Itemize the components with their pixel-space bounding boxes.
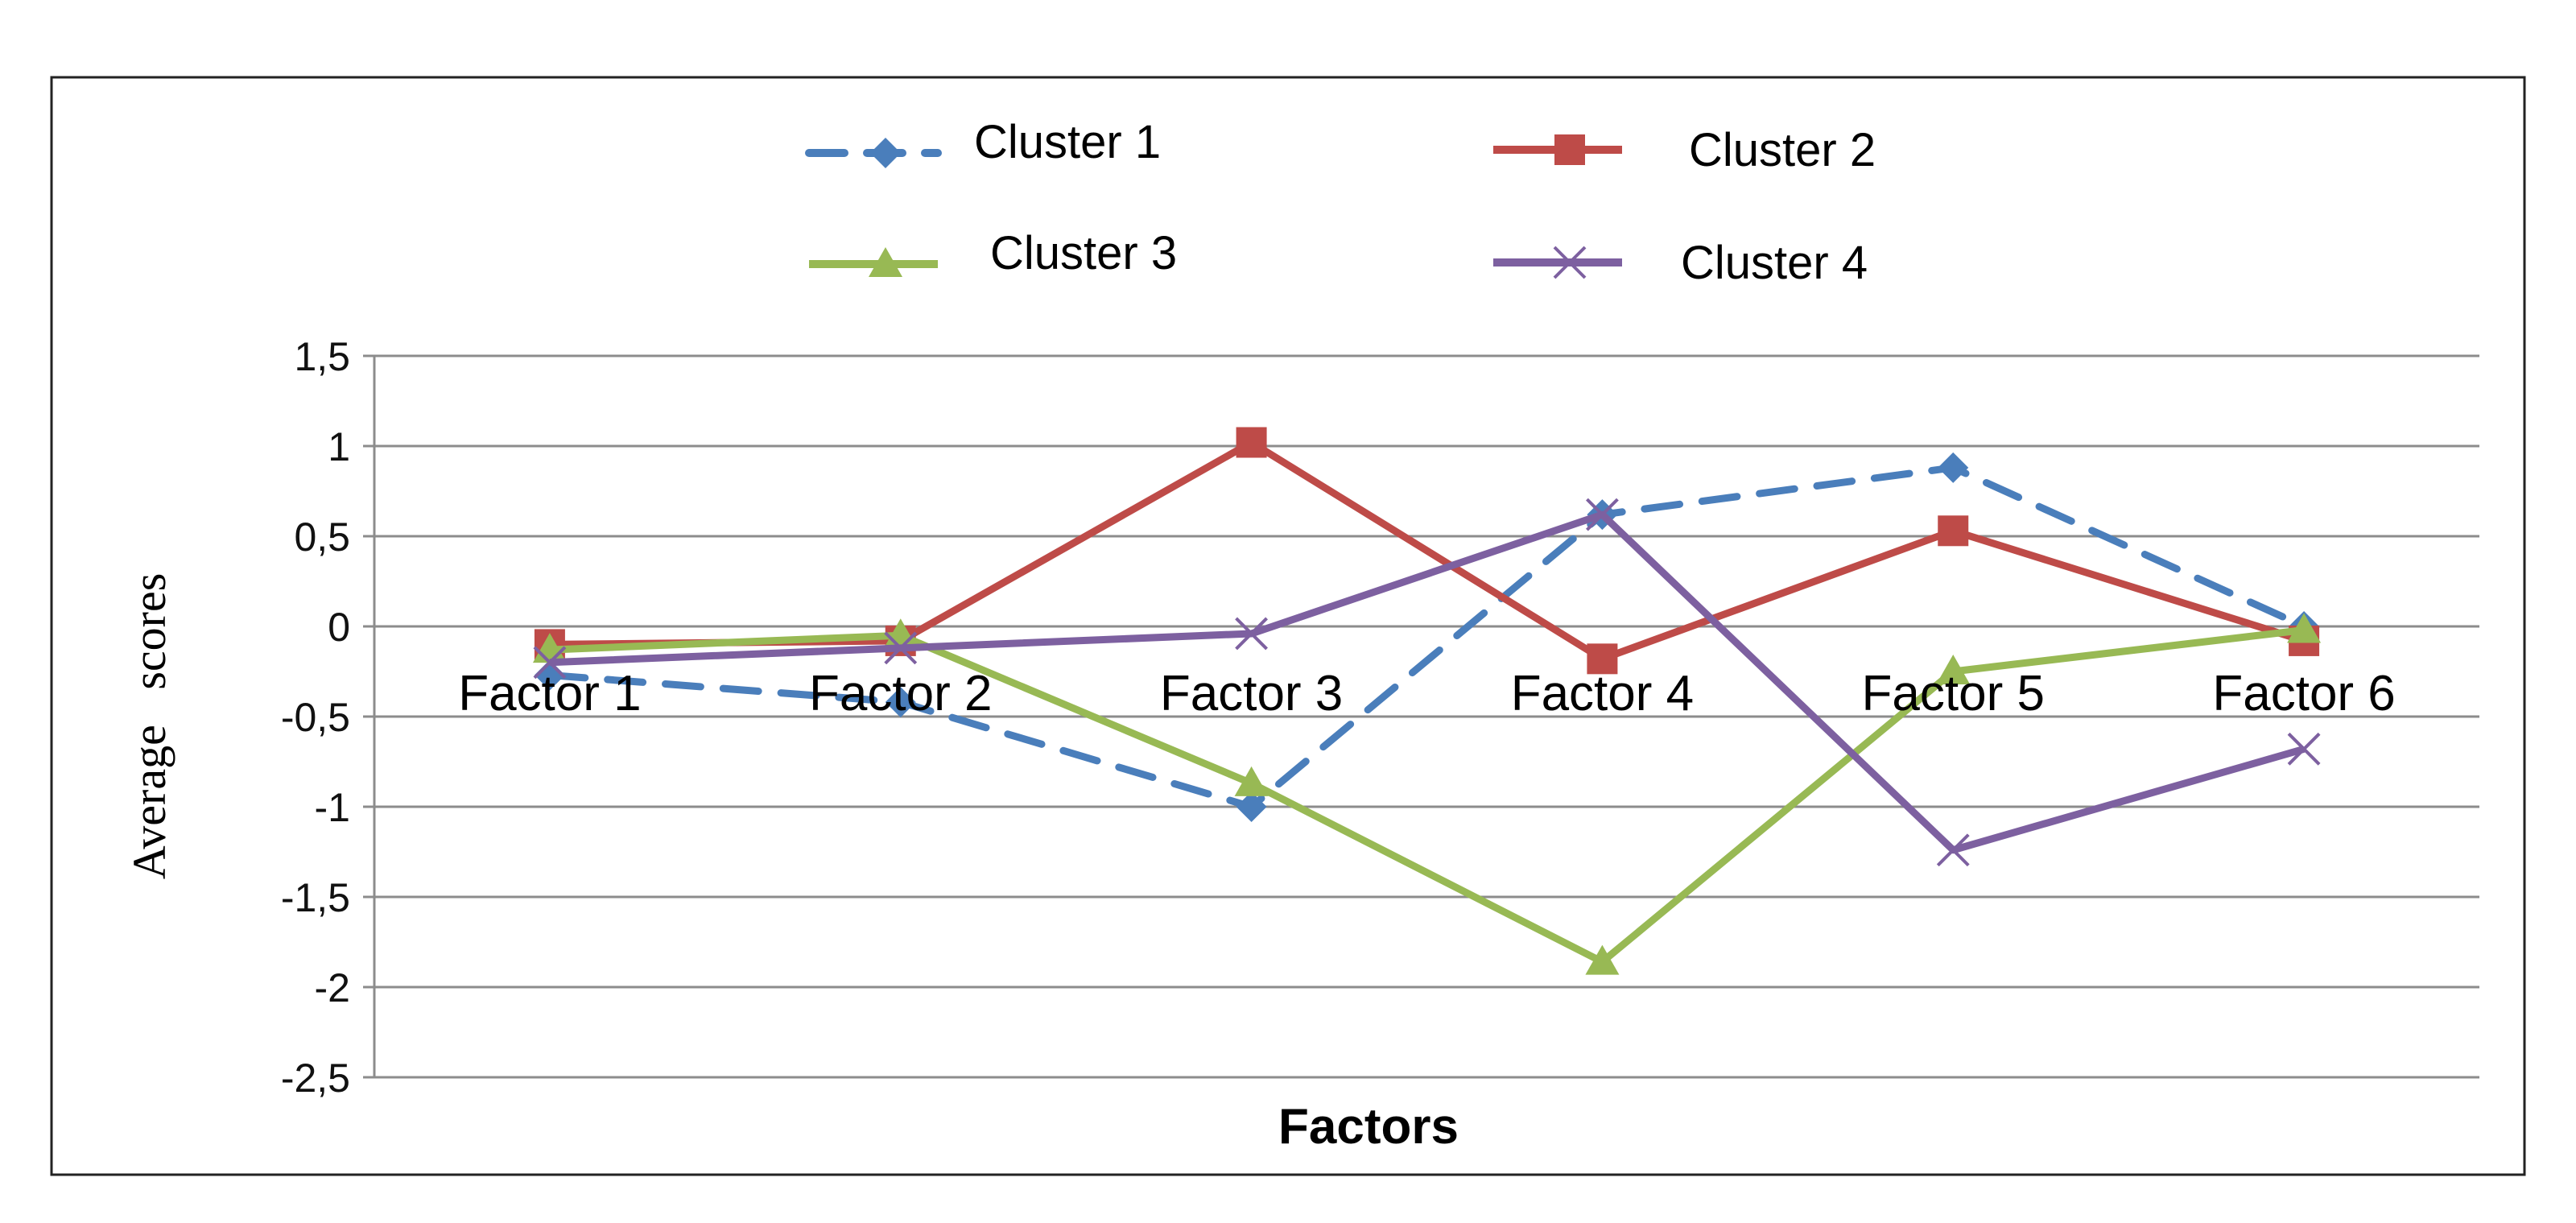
series-line xyxy=(549,510,2306,854)
series-line xyxy=(546,464,2308,811)
diamond-marker xyxy=(1236,791,1267,822)
y-tick-label: 1 xyxy=(328,424,350,469)
x-tick-label: Factor 1 xyxy=(458,666,641,721)
triangle-marker xyxy=(1936,655,1971,684)
square-marker xyxy=(1938,515,1969,547)
x-tick-label: Factor 5 xyxy=(1862,666,2045,721)
y-tick-label: 1,5 xyxy=(294,334,350,379)
x-tick-labels: Factor 1 Factor 2 Factor 3 Factor 4 Factor 5… xyxy=(458,666,2396,721)
legend-label: Cluster 1 xyxy=(974,116,1161,168)
square-marker xyxy=(1587,643,1618,675)
x-marker xyxy=(1586,498,1619,531)
square-marker xyxy=(1236,427,1267,458)
square-marker xyxy=(1554,134,1585,165)
y-tick-label: 0,5 xyxy=(294,514,350,560)
x-marker xyxy=(1553,246,1587,279)
x-marker xyxy=(533,646,567,680)
x-marker xyxy=(1936,833,1970,867)
legend-item: Cluster 1 xyxy=(805,116,1161,168)
y-tick-label: -1 xyxy=(315,785,350,830)
x-tick-label: Factor 6 xyxy=(2212,666,2395,721)
diamond-marker xyxy=(870,138,901,168)
legend-label: Cluster 3 xyxy=(990,227,1177,279)
legend: Cluster 1 Cluster 2 Cluster 3 Cluster 4 xyxy=(805,116,1876,289)
x-tick-label: Factor 3 xyxy=(1160,666,1343,721)
y-tick-label: -1,5 xyxy=(281,875,350,920)
y-tick-labels: 1,5 1 0,5 0 -0,5 -1 -1,5 -2 -2,5 xyxy=(281,334,350,1101)
series-layer xyxy=(532,427,2322,975)
legend-item: Cluster 2 xyxy=(1493,124,1876,176)
triangle-marker xyxy=(2287,613,2322,643)
series-line xyxy=(549,626,2305,966)
grid-layer xyxy=(363,354,2479,1079)
y-tick-label: -2,5 xyxy=(281,1056,350,1101)
x-tick-label: Factor 2 xyxy=(809,666,992,721)
triangle-marker xyxy=(1585,944,1620,975)
diamond-marker xyxy=(1938,452,1969,483)
x-marker xyxy=(1235,617,1268,651)
y-tick-label: -0,5 xyxy=(281,695,350,740)
triangle-marker xyxy=(869,247,902,277)
diamond-marker xyxy=(885,687,916,718)
diamond-marker xyxy=(534,659,565,691)
legend-item: Cluster 3 xyxy=(809,227,1177,279)
y-tick-label: -2 xyxy=(315,965,350,1010)
x-marker xyxy=(884,631,918,665)
legend-label: Cluster 4 xyxy=(1681,237,1868,289)
legend-item: Cluster 4 xyxy=(1493,237,1868,289)
triangle-marker xyxy=(1234,766,1269,796)
y-axis-title: Average scores xyxy=(123,573,175,880)
y-tick-label: 0 xyxy=(328,605,350,650)
x-axis-title: Factors xyxy=(1278,1099,1459,1155)
legend-label: Cluster 2 xyxy=(1689,124,1876,176)
x-tick-label: Factor 4 xyxy=(1511,666,1694,721)
series-4 xyxy=(533,498,2321,867)
x-marker xyxy=(2287,732,2321,766)
